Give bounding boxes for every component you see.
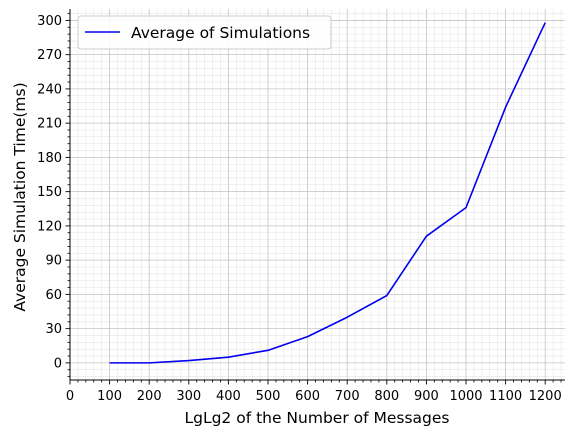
y-tick-label: 120 xyxy=(37,219,62,234)
axes xyxy=(69,9,565,381)
y-tick-label: 300 xyxy=(37,14,62,29)
y-tick-label: 60 xyxy=(45,288,62,303)
x-tick-label: 1100 xyxy=(489,389,522,404)
legend-label: Average of Simulations xyxy=(131,24,310,42)
y-axis-title: Average Simulation Time(ms) xyxy=(11,82,29,311)
series-layer xyxy=(109,22,546,364)
x-axis-title: LgLg2 of the Number of Messages xyxy=(184,409,449,427)
x-tick-label: 800 xyxy=(374,389,399,404)
x-tick-label: 0 xyxy=(66,389,74,404)
x-axis-ticks: 0 100 200 300 400 500 600 700 800 900 1000 1100 1200 xyxy=(66,380,562,404)
legend: Average of Simulations xyxy=(77,15,332,50)
x-tick-label: 300 xyxy=(176,389,201,404)
y-tick-label: 90 xyxy=(45,254,62,269)
y-tick-label: 150 xyxy=(37,185,62,200)
major-grid xyxy=(69,9,565,380)
x-tick-label: 700 xyxy=(335,389,360,404)
minor-grid xyxy=(70,9,565,380)
x-tick-label: 1000 xyxy=(449,389,482,404)
x-tick-label: 200 xyxy=(137,389,162,404)
x-tick-label: 600 xyxy=(295,389,320,404)
y-tick-label: 270 xyxy=(37,48,62,63)
y-axis-ticks: 0 30 60 90 120 150 180 210 240 270 300 xyxy=(37,13,70,377)
x-tick-label: 1200 xyxy=(529,389,562,404)
x-tick-label: 500 xyxy=(256,389,281,404)
y-tick-label: 210 xyxy=(37,117,62,132)
y-tick-label: 180 xyxy=(37,151,62,166)
y-tick-label: 30 xyxy=(45,322,62,337)
legend-box xyxy=(77,15,332,50)
x-tick-label: 400 xyxy=(216,389,241,404)
y-tick-label: 0 xyxy=(54,356,62,371)
x-tick-label: 100 xyxy=(97,389,122,404)
y-tick-label: 240 xyxy=(37,82,62,97)
series-line xyxy=(109,22,546,364)
x-tick-label: 900 xyxy=(414,389,439,404)
